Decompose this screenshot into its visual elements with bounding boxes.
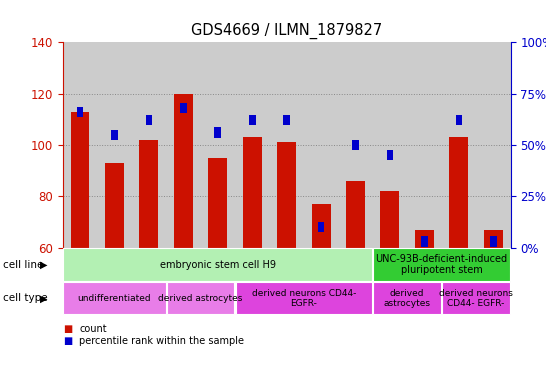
Bar bbox=[166, 42, 200, 248]
Bar bbox=[346, 181, 365, 248]
Bar bbox=[146, 115, 152, 126]
Bar bbox=[132, 42, 166, 248]
Text: cell line: cell line bbox=[3, 260, 43, 270]
Bar bbox=[304, 42, 339, 248]
Bar bbox=[76, 107, 84, 117]
Bar bbox=[97, 42, 132, 248]
Bar bbox=[373, 42, 407, 248]
Text: ▶: ▶ bbox=[40, 260, 48, 270]
Text: ■: ■ bbox=[63, 324, 72, 334]
Bar bbox=[105, 163, 124, 248]
Bar bbox=[449, 137, 468, 248]
Bar bbox=[180, 103, 187, 113]
Bar bbox=[442, 42, 476, 248]
Bar bbox=[200, 42, 235, 248]
Text: cell type: cell type bbox=[3, 293, 48, 303]
Text: ▶: ▶ bbox=[40, 293, 48, 303]
Text: derived astrocytes: derived astrocytes bbox=[158, 294, 243, 303]
Bar bbox=[174, 94, 193, 248]
Bar bbox=[215, 127, 221, 138]
Bar bbox=[70, 112, 90, 248]
Bar bbox=[283, 115, 290, 126]
Bar bbox=[208, 158, 227, 248]
Bar bbox=[476, 42, 511, 248]
Text: derived
astrocytes: derived astrocytes bbox=[384, 289, 431, 308]
Bar bbox=[111, 129, 118, 140]
Bar bbox=[312, 204, 330, 248]
Bar bbox=[269, 42, 304, 248]
Text: embryonic stem cell H9: embryonic stem cell H9 bbox=[160, 260, 276, 270]
Bar bbox=[381, 191, 400, 248]
Bar bbox=[484, 230, 503, 248]
Text: derived neurons
CD44- EGFR-: derived neurons CD44- EGFR- bbox=[439, 289, 513, 308]
Bar bbox=[407, 42, 442, 248]
Bar bbox=[421, 237, 428, 247]
Bar bbox=[415, 230, 434, 248]
Bar bbox=[318, 222, 324, 232]
Text: percentile rank within the sample: percentile rank within the sample bbox=[79, 336, 244, 346]
Bar bbox=[235, 42, 269, 248]
Bar bbox=[249, 115, 256, 126]
Text: UNC-93B-deficient-induced
pluripotent stem: UNC-93B-deficient-induced pluripotent st… bbox=[376, 254, 508, 275]
Bar bbox=[387, 150, 393, 161]
Bar bbox=[339, 42, 373, 248]
Bar bbox=[455, 115, 462, 126]
Text: ■: ■ bbox=[63, 336, 72, 346]
Text: derived neurons CD44-
EGFR-: derived neurons CD44- EGFR- bbox=[252, 289, 356, 308]
Title: GDS4669 / ILMN_1879827: GDS4669 / ILMN_1879827 bbox=[191, 23, 382, 40]
Bar bbox=[490, 237, 497, 247]
Text: count: count bbox=[79, 324, 107, 334]
Bar bbox=[352, 140, 359, 150]
Text: undifferentiated: undifferentiated bbox=[78, 294, 151, 303]
Bar bbox=[63, 42, 97, 248]
Bar bbox=[139, 140, 158, 248]
Bar bbox=[277, 142, 296, 248]
Bar bbox=[243, 137, 262, 248]
